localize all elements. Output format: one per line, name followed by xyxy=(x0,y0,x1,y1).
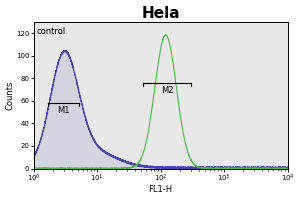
Text: control: control xyxy=(37,27,66,36)
Y-axis label: Counts: Counts xyxy=(6,80,15,110)
Text: M1: M1 xyxy=(57,106,70,115)
Title: Hela: Hela xyxy=(141,6,180,21)
Text: M2: M2 xyxy=(161,86,173,95)
X-axis label: FL1-H: FL1-H xyxy=(148,185,172,194)
